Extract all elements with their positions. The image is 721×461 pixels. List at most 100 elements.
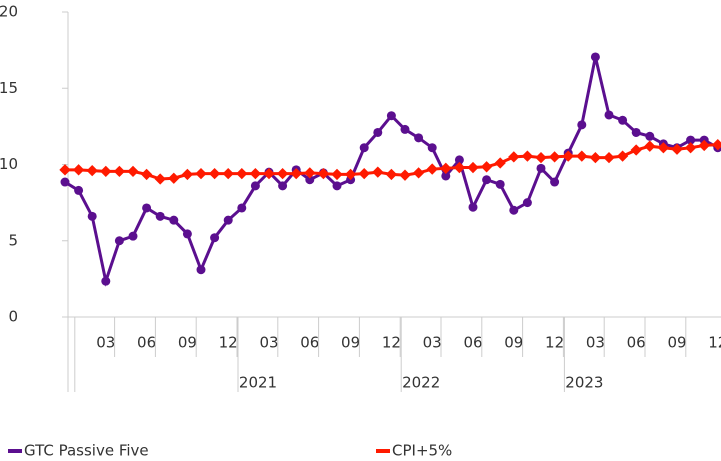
point [644, 140, 656, 152]
point [412, 167, 425, 179]
y-tick-label: 10 [0, 155, 18, 173]
point [250, 181, 260, 191]
x-tick-label: 09 [341, 334, 360, 352]
point [604, 110, 614, 120]
point [645, 131, 655, 141]
x-tick-label: 12 [382, 334, 401, 352]
point [304, 167, 316, 179]
x-tick-label: 12 [219, 334, 238, 352]
point [127, 165, 139, 178]
point [440, 162, 452, 174]
point [359, 143, 369, 153]
legend-label: GTC Passive Five [24, 442, 149, 460]
point [128, 231, 138, 241]
y-tick-label: 0 [8, 308, 18, 326]
y-tick-label: 5 [8, 231, 18, 249]
point [480, 161, 493, 173]
point [249, 167, 262, 180]
point [508, 151, 520, 163]
point [576, 150, 588, 162]
x-tick-label: 03 [423, 334, 442, 352]
point [236, 167, 248, 180]
point [332, 181, 342, 191]
point [140, 168, 153, 181]
point [686, 135, 696, 145]
point [441, 171, 451, 181]
point [630, 144, 642, 156]
point [372, 166, 384, 178]
point [331, 168, 343, 181]
x-tick-label: 06 [300, 334, 319, 352]
point [142, 203, 152, 213]
point [154, 173, 166, 185]
x-tick-label: 06 [463, 334, 482, 352]
point [482, 175, 492, 185]
point [195, 167, 207, 180]
point [317, 167, 330, 180]
point [87, 211, 97, 221]
point [100, 165, 112, 178]
point [86, 164, 98, 177]
point [522, 198, 532, 208]
x-tick-label: 06 [627, 334, 646, 352]
point [113, 165, 126, 178]
point [263, 167, 275, 180]
point [276, 167, 289, 180]
group-label: 2021 [239, 374, 277, 392]
y-tick-label: 20 [0, 3, 18, 21]
point [60, 177, 70, 187]
point [399, 169, 411, 181]
x-tick-label: 06 [137, 334, 156, 352]
point [427, 143, 437, 153]
x-tick-label: 12 [708, 334, 721, 352]
point [550, 177, 560, 187]
point [426, 163, 438, 175]
point [59, 164, 71, 176]
x-tick-label: 09 [178, 334, 197, 352]
point [196, 265, 206, 275]
point [494, 157, 506, 169]
point [385, 168, 398, 181]
group-label: 2022 [402, 374, 440, 392]
point [114, 236, 124, 246]
group-label: 2023 [565, 374, 603, 392]
point [208, 167, 221, 180]
point [454, 155, 464, 165]
point [618, 115, 628, 125]
point [237, 203, 247, 213]
x-tick-label: 12 [545, 334, 564, 352]
legend-label: CPI+5% [392, 442, 452, 460]
point [535, 151, 547, 164]
x-tick-label: 03 [586, 334, 605, 352]
point [657, 142, 670, 154]
point [671, 143, 683, 155]
point [168, 172, 180, 184]
point [305, 175, 315, 185]
point [182, 229, 192, 239]
x-tick-label: 03 [259, 334, 278, 352]
point [414, 133, 424, 143]
point [290, 167, 302, 180]
point [223, 215, 233, 225]
point [616, 150, 629, 162]
x-tick-label: 09 [667, 334, 686, 352]
point [684, 142, 697, 154]
point [72, 164, 85, 176]
point [453, 161, 466, 174]
point [101, 276, 111, 286]
point [536, 163, 546, 173]
point [344, 168, 357, 181]
point [548, 151, 561, 163]
y-tick-label: 15 [0, 79, 18, 97]
point [467, 161, 479, 174]
point [631, 127, 641, 137]
point [155, 211, 165, 221]
point [603, 151, 615, 164]
point [698, 139, 710, 152]
point [468, 202, 478, 212]
point [373, 127, 383, 137]
point [222, 167, 234, 180]
point [562, 150, 574, 162]
point [74, 185, 84, 195]
